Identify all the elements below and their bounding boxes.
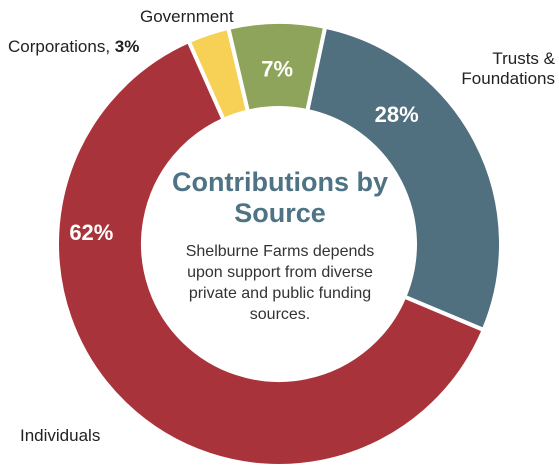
slice-individuals xyxy=(55,39,486,468)
label-individuals: Individuals xyxy=(20,426,101,445)
label-trusts-foundations: Trusts & Foundations xyxy=(461,49,555,88)
label-corporations-name: Corporations xyxy=(8,37,106,56)
value-label-trusts-foundations: 28% xyxy=(375,102,419,127)
chart-description: Shelburne Farms depends upon support fro… xyxy=(185,243,375,323)
value-label-government: 7% xyxy=(261,57,293,82)
slice-government xyxy=(226,20,328,114)
label-corporations-value: 3% xyxy=(114,37,140,56)
value-label-individuals: 62% xyxy=(69,220,113,245)
chart-title: Contributions by Source xyxy=(172,167,388,228)
slice-trusts-foundations xyxy=(305,24,503,333)
label-corporations: Corporations, 3% xyxy=(8,37,140,56)
label-government: Government xyxy=(140,7,234,26)
